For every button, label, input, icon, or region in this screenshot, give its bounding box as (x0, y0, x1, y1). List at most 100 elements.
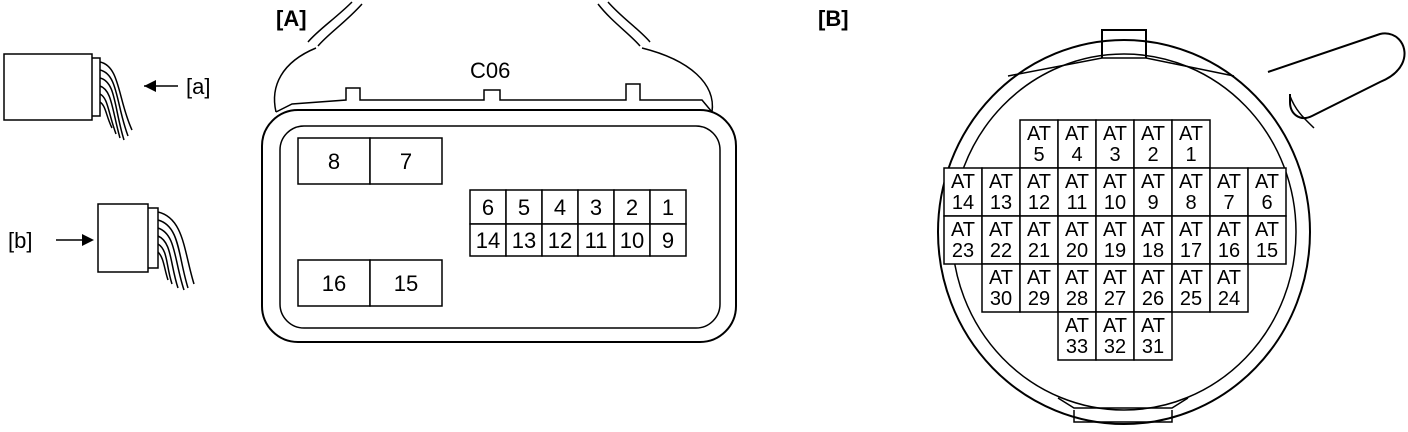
at-terminal-number: 14 (952, 192, 974, 214)
at-terminal-number: 23 (952, 240, 974, 262)
at-terminal-number: 30 (990, 288, 1012, 310)
at-terminal-number: 29 (1028, 288, 1050, 310)
at-terminal-cell (1057, 167, 1097, 217)
terminal-small-label: 11 (585, 228, 608, 253)
at-terminal-number: 10 (1104, 192, 1126, 214)
at-terminal-prefix: AT (1141, 315, 1165, 337)
connector-side-view-a-icon (3, 53, 178, 141)
terminal-small-label: 13 (512, 228, 536, 253)
view-legend: [a] [b] (3, 53, 210, 291)
at-terminal-prefix: AT (1141, 123, 1165, 145)
at-terminal-prefix: AT (1255, 171, 1279, 193)
at-terminal-cell (1133, 263, 1173, 313)
view-b-marker: [b] (8, 228, 32, 253)
at-terminal-prefix: AT (1179, 219, 1203, 241)
at-terminal-cell (1171, 263, 1211, 313)
at-terminal-prefix: AT (951, 219, 975, 241)
at-terminal-number: 31 (1142, 336, 1164, 358)
at-terminal-number: 8 (1185, 192, 1196, 214)
connector-id: C06 (470, 58, 510, 83)
terminal-large-cell (369, 137, 443, 185)
connector-front-view-b-icon (56, 203, 195, 291)
at-terminal-number: 17 (1180, 240, 1202, 262)
terminal-large-label: 8 (328, 149, 340, 174)
terminal-small-label: 10 (620, 228, 644, 253)
at-terminal-prefix: AT (1027, 123, 1051, 145)
at-terminal-number: 5 (1033, 144, 1044, 166)
terminal-small-cell (577, 223, 615, 257)
at-terminal-cell (1133, 119, 1173, 169)
at-terminal-number: 32 (1104, 336, 1126, 358)
at-terminal-number: 3 (1109, 144, 1120, 166)
terminal-small-label: 12 (548, 228, 572, 253)
at-terminal-prefix: AT (1027, 267, 1051, 289)
at-terminal-prefix: AT (1217, 171, 1241, 193)
at-terminal-cell (981, 263, 1021, 313)
at-terminal-number: 21 (1028, 240, 1050, 262)
at-terminal-number: 13 (990, 192, 1012, 214)
at-terminal-prefix: AT (1103, 219, 1127, 241)
at-terminal-cell (981, 167, 1021, 217)
terminal-small-label: 9 (662, 228, 674, 253)
at-terminal-cell (1057, 311, 1097, 361)
terminal-large-cell (297, 259, 371, 307)
terminal-large-label: 7 (400, 149, 412, 174)
at-terminal-prefix: AT (989, 219, 1013, 241)
panel-b-header: [B] (818, 6, 849, 31)
terminal-small-label: 6 (482, 195, 494, 220)
terminal-small-cell (649, 189, 687, 225)
terminal-large-cell (369, 259, 443, 307)
at-terminal-cell (1095, 311, 1135, 361)
at-terminal-number: 16 (1218, 240, 1240, 262)
at-terminal-number: 9 (1147, 192, 1158, 214)
at-terminal-number: 28 (1066, 288, 1088, 310)
terminal-small-cell (505, 223, 543, 257)
at-terminal-cell (1209, 167, 1249, 217)
terminal-large-cell (297, 137, 371, 185)
at-terminal-prefix: AT (1027, 219, 1051, 241)
at-terminal-prefix: AT (1103, 315, 1127, 337)
at-terminal-prefix: AT (1179, 171, 1203, 193)
at-terminal-prefix: AT (1065, 171, 1089, 193)
at-terminal-prefix: AT (1103, 171, 1127, 193)
terminal-small-cell (577, 189, 615, 225)
terminal-small-cell (649, 223, 687, 257)
at-terminal-cell (1057, 119, 1097, 169)
at-terminal-prefix: AT (1065, 315, 1089, 337)
at-terminal-number: 7 (1223, 192, 1234, 214)
at-terminal-prefix: AT (989, 267, 1013, 289)
view-a-marker: [a] (186, 74, 210, 99)
at-terminal-number: 4 (1071, 144, 1082, 166)
at-terminal-number: 20 (1066, 240, 1088, 262)
at-terminal-prefix: AT (1179, 267, 1203, 289)
terminal-small-label: 2 (626, 195, 638, 220)
at-terminal-prefix: AT (1179, 123, 1203, 145)
at-terminal-number: 6 (1261, 192, 1272, 214)
at-terminal-prefix: AT (1103, 267, 1127, 289)
at-terminal-cell (1133, 311, 1173, 361)
at-terminal-number: 2 (1147, 144, 1158, 166)
terminal-small-label: 3 (590, 195, 602, 220)
at-terminal-number: 22 (990, 240, 1012, 262)
terminal-small-label: 5 (518, 195, 530, 220)
at-terminal-prefix: AT (1217, 267, 1241, 289)
at-terminal-cell (1209, 263, 1249, 313)
at-terminal-prefix: AT (951, 171, 975, 193)
at-terminal-number: 19 (1104, 240, 1126, 262)
at-terminal-cell (1019, 167, 1059, 217)
at-terminal-prefix: AT (1141, 267, 1165, 289)
at-terminal-prefix: AT (1065, 123, 1089, 145)
at-terminal-cell (1057, 263, 1097, 313)
terminal-small-label: 4 (554, 195, 566, 220)
at-terminal-cell (1095, 263, 1135, 313)
at-terminal-number: 1 (1185, 144, 1196, 166)
at-terminal-prefix: AT (1065, 219, 1089, 241)
terminal-large-label: 15 (394, 271, 418, 296)
at-terminal-prefix: AT (1141, 219, 1165, 241)
at-terminal-cell (1247, 215, 1287, 265)
at-terminal-prefix: AT (1141, 171, 1165, 193)
terminal-small-label: 1 (662, 195, 674, 220)
terminal-large-label: 16 (322, 271, 346, 296)
terminal-small-cell (469, 223, 507, 257)
